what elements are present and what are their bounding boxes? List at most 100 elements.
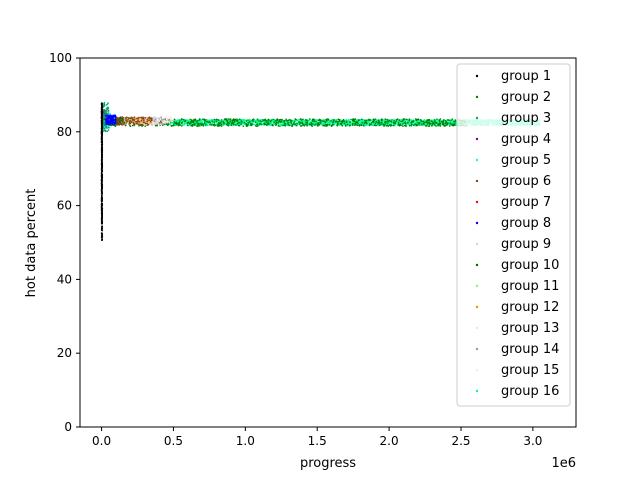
data-point <box>182 118 185 121</box>
data-point <box>414 118 417 120</box>
data-point <box>120 123 122 125</box>
data-point <box>345 125 347 127</box>
data-point <box>381 118 383 121</box>
data-point <box>195 120 197 123</box>
data-point <box>213 118 216 121</box>
data-point <box>311 125 313 128</box>
data-point <box>229 118 232 120</box>
data-point <box>192 121 195 124</box>
data-point <box>361 121 364 124</box>
data-point <box>179 120 181 122</box>
data-point <box>167 116 170 118</box>
data-point <box>251 118 254 121</box>
data-point <box>273 121 276 124</box>
data-point <box>103 123 105 126</box>
data-point <box>362 124 365 127</box>
data-point <box>105 118 108 120</box>
data-point <box>100 232 103 235</box>
data-point <box>220 119 223 121</box>
data-point <box>127 118 129 121</box>
data-point <box>448 125 451 127</box>
data-point <box>175 123 178 125</box>
data-point <box>147 121 150 123</box>
data-point <box>100 133 103 135</box>
data-point <box>102 130 105 132</box>
data-point <box>125 118 127 120</box>
data-point <box>391 119 393 121</box>
data-point <box>432 122 434 125</box>
data-point <box>191 120 194 123</box>
data-point <box>162 122 164 124</box>
data-point <box>378 124 381 127</box>
data-point <box>392 124 395 127</box>
data-point <box>406 121 409 124</box>
data-point <box>308 121 311 124</box>
data-point <box>176 119 179 121</box>
data-point <box>290 119 293 122</box>
series-8-points <box>105 114 117 126</box>
data-point <box>358 119 360 121</box>
data-point <box>430 122 432 125</box>
data-point <box>207 119 210 122</box>
data-point <box>254 121 257 124</box>
data-point <box>352 120 355 122</box>
data-point <box>107 129 110 131</box>
data-point <box>200 122 202 125</box>
data-point <box>270 119 273 121</box>
data-point <box>332 119 335 121</box>
data-point <box>306 124 308 127</box>
data-point <box>284 122 286 125</box>
data-point <box>366 122 368 125</box>
data-point <box>215 123 218 125</box>
data-point <box>228 122 231 125</box>
data-point <box>199 125 201 127</box>
data-point <box>116 120 119 123</box>
data-point <box>192 123 195 126</box>
data-point <box>358 124 361 126</box>
data-point <box>231 121 234 123</box>
data-point <box>423 123 425 126</box>
data-point <box>313 118 315 121</box>
data-point <box>313 120 315 122</box>
data-point <box>285 118 287 120</box>
data-point <box>387 120 389 122</box>
data-point <box>300 118 302 120</box>
data-point <box>436 118 438 120</box>
data-point <box>346 123 349 126</box>
data-point <box>187 121 189 123</box>
data-point <box>427 119 430 121</box>
data-point <box>364 120 367 123</box>
data-point <box>208 121 211 123</box>
data-point <box>217 119 220 121</box>
data-point <box>339 122 342 125</box>
data-point <box>298 121 300 123</box>
data-point <box>325 119 328 122</box>
data-point <box>294 124 296 127</box>
data-point <box>133 116 136 119</box>
data-point <box>114 122 117 124</box>
data-point <box>318 118 321 121</box>
data-point <box>364 123 367 126</box>
data-point <box>142 117 145 120</box>
data-point <box>223 122 225 124</box>
data-point <box>371 123 373 126</box>
data-point <box>104 124 107 127</box>
data-point <box>230 124 233 126</box>
data-point <box>258 123 261 125</box>
data-point <box>243 123 245 125</box>
data-point <box>103 115 106 118</box>
data-point <box>324 121 327 124</box>
data-point <box>116 124 118 126</box>
data-point <box>378 120 380 122</box>
data-point <box>327 119 329 121</box>
data-point <box>406 118 408 121</box>
data-point <box>125 124 127 126</box>
data-point <box>101 185 103 187</box>
data-point <box>354 122 357 125</box>
data-point <box>427 122 429 124</box>
data-point <box>285 119 288 122</box>
data-point <box>183 124 185 126</box>
data-point <box>178 121 181 124</box>
data-point <box>302 123 304 125</box>
data-point <box>348 125 351 127</box>
